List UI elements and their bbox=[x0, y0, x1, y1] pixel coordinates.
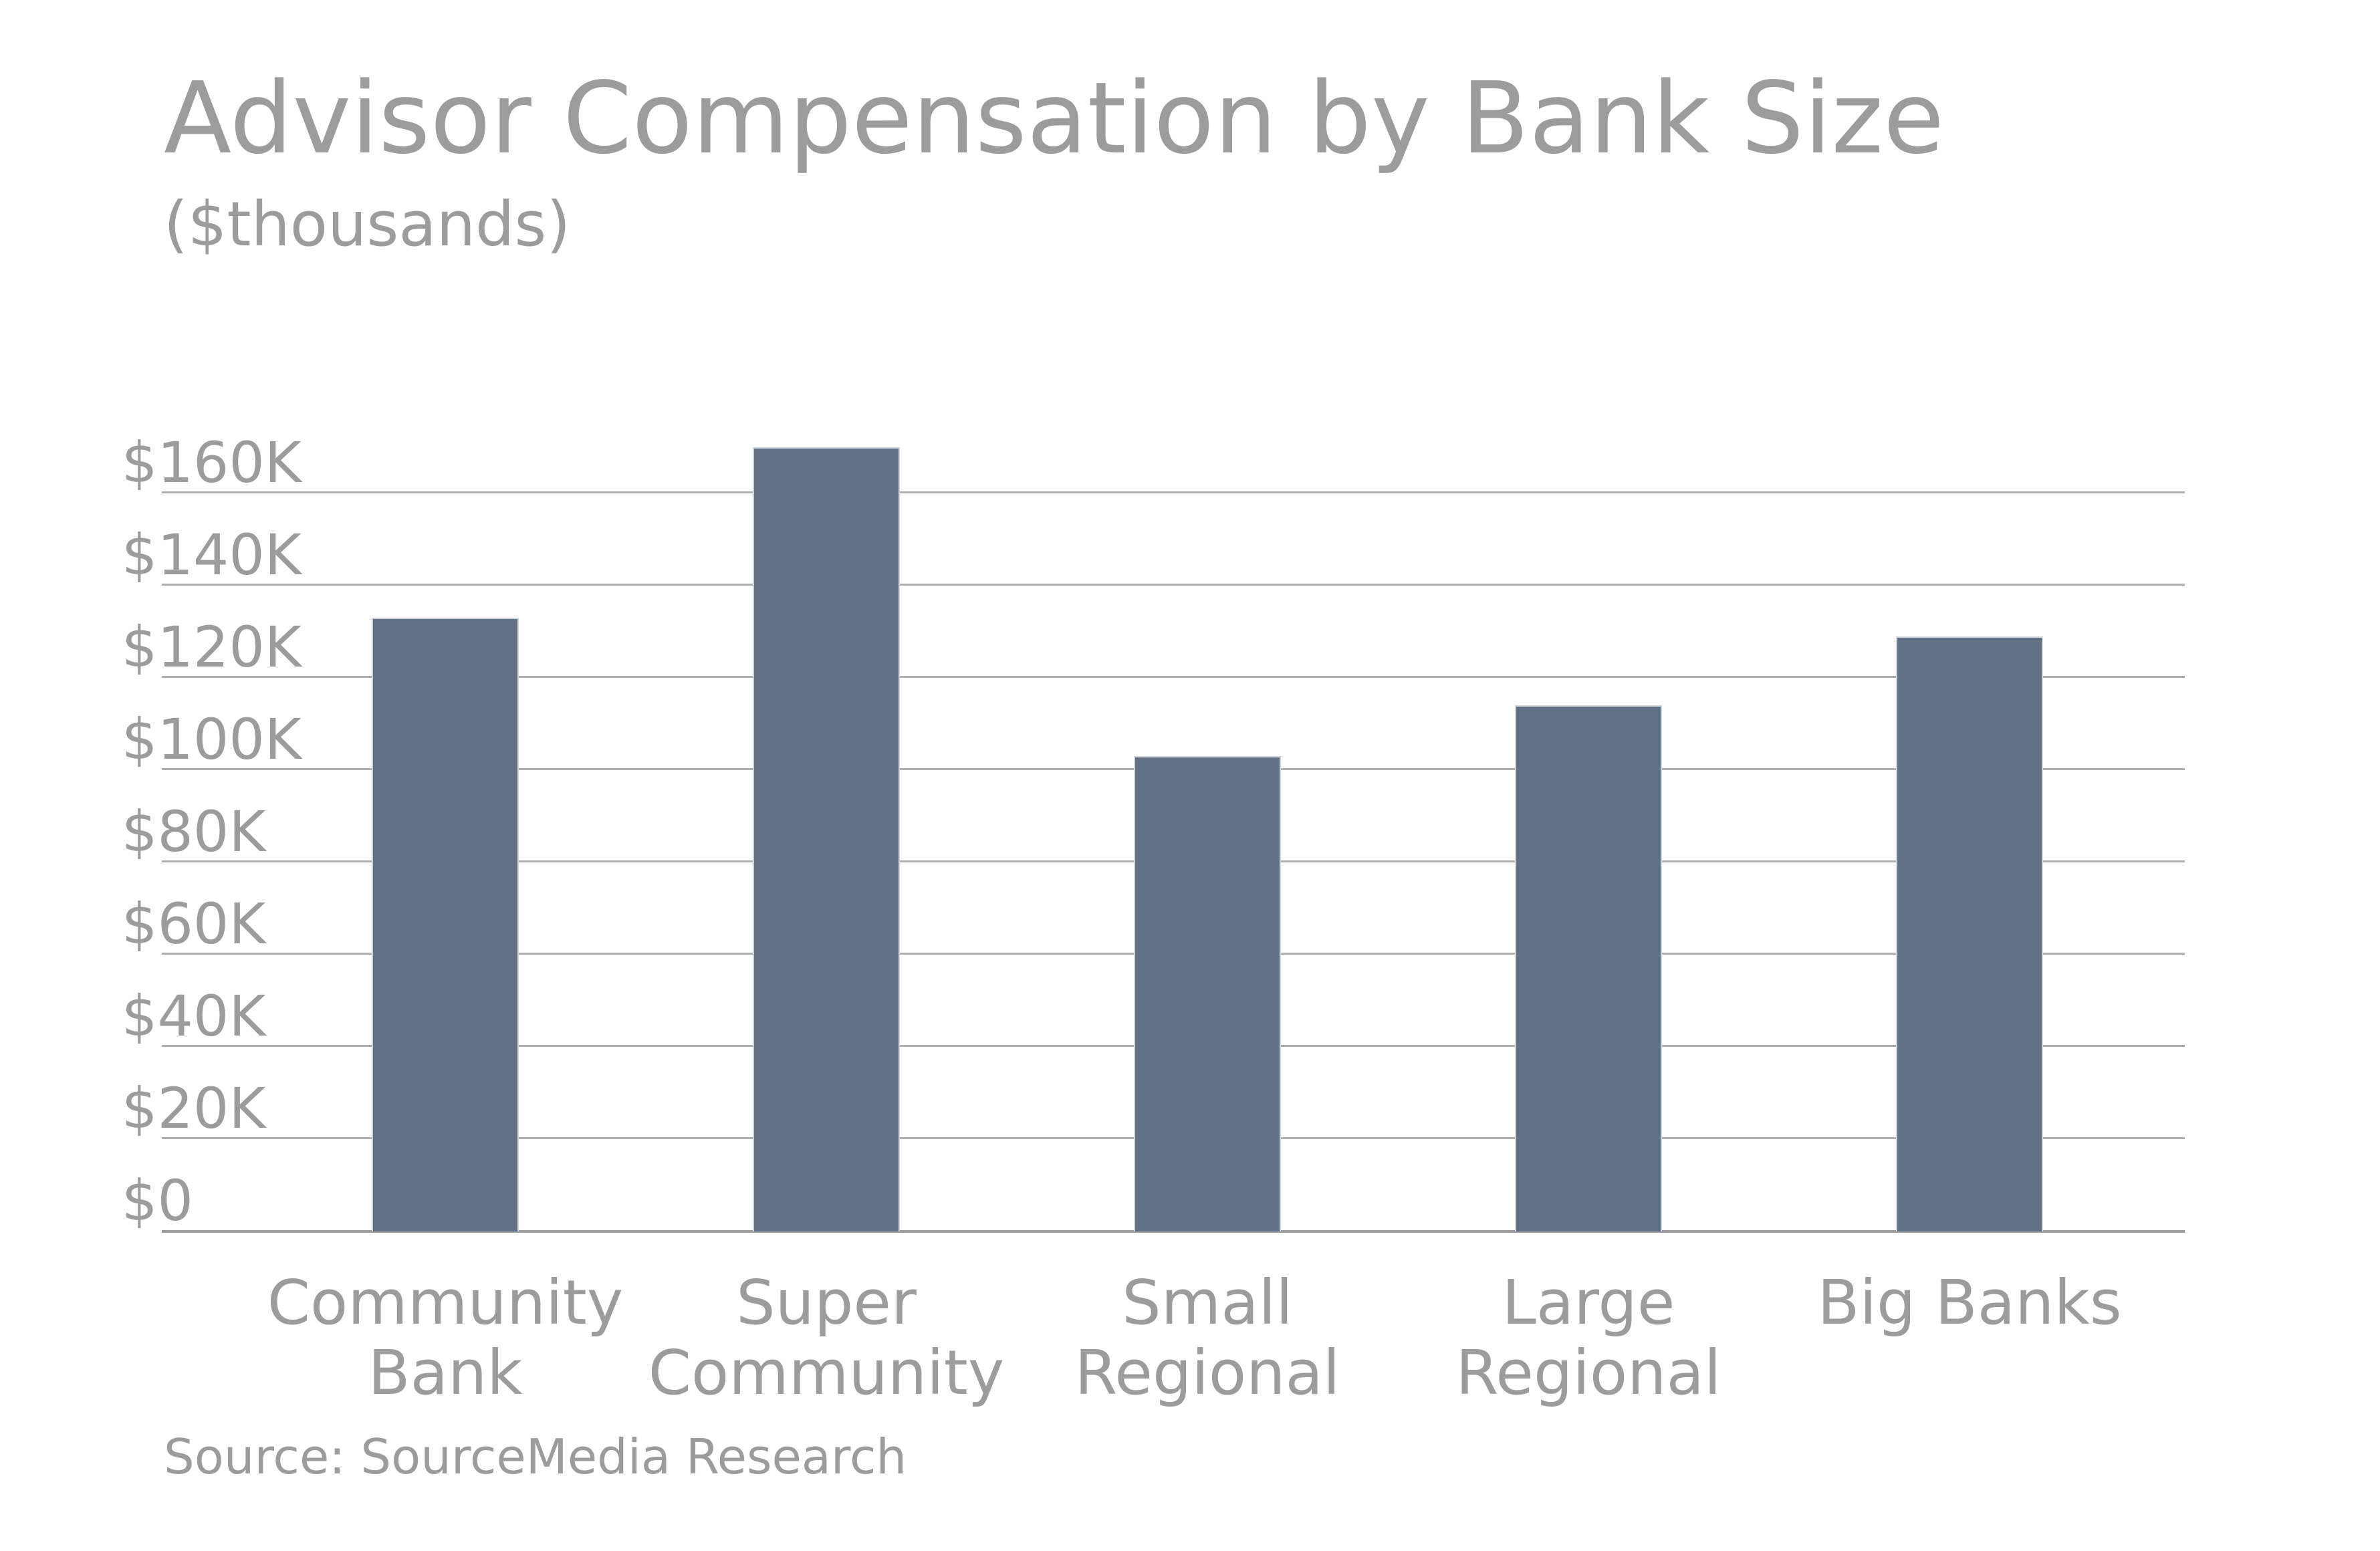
source-note: Source: SourceMedia Research bbox=[164, 1429, 907, 1485]
y-axis-tick-label: $120K bbox=[122, 614, 302, 680]
y-axis-tick-label: $140K bbox=[122, 521, 302, 588]
y-axis-tick-label: $0 bbox=[122, 1168, 193, 1233]
chart-title: Advisor Compensation by Bank Size bbox=[164, 61, 1945, 176]
bar-large-regional bbox=[1515, 705, 1662, 1231]
y-axis-tick-label: $60K bbox=[122, 890, 266, 957]
bar-community-bank bbox=[372, 617, 519, 1231]
bar-small-regional bbox=[1134, 756, 1281, 1231]
plot-area: $0 $20K $40K $60K $80K $100K $120K $140K $160K Co… bbox=[122, 401, 2185, 1408]
x-axis-category-label: Large Regional bbox=[1455, 1267, 1721, 1409]
bar-big-banks bbox=[1896, 636, 2043, 1231]
gridline bbox=[162, 675, 2185, 678]
x-axis-category-label: Small Regional bbox=[1074, 1267, 1340, 1409]
bar-super-community bbox=[753, 447, 900, 1231]
gridline bbox=[162, 583, 2185, 586]
y-axis-tick-label: $160K bbox=[122, 429, 302, 495]
x-axis-category-label: Community Bank bbox=[267, 1267, 624, 1409]
y-axis-tick-label: $20K bbox=[122, 1075, 266, 1141]
chart-subtitle: ($thousands) bbox=[164, 189, 571, 260]
y-axis-tick-label: $80K bbox=[122, 798, 266, 864]
gridline bbox=[162, 491, 2185, 493]
x-axis-line bbox=[162, 1230, 2185, 1233]
y-axis-tick-label: $100K bbox=[122, 706, 302, 772]
x-axis-category-label: Big Banks bbox=[1817, 1267, 2122, 1338]
x-axis-category-label: Super Community bbox=[648, 1267, 1005, 1409]
y-axis-tick-label: $40K bbox=[122, 983, 266, 1049]
